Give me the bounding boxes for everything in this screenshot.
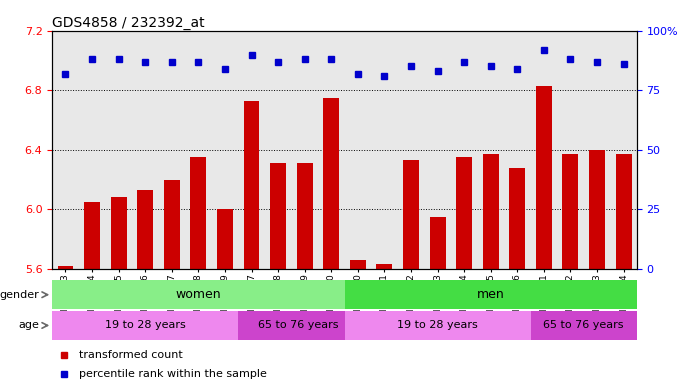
Bar xyxy=(345,280,637,309)
Bar xyxy=(111,197,127,269)
Bar xyxy=(562,154,578,269)
Text: transformed count: transformed count xyxy=(79,350,182,360)
Text: GDS4858 / 232392_at: GDS4858 / 232392_at xyxy=(52,16,205,30)
Bar xyxy=(296,163,313,269)
Bar xyxy=(238,311,358,340)
Text: gender: gender xyxy=(0,290,39,300)
Bar xyxy=(456,157,472,269)
Bar xyxy=(403,160,419,269)
Bar xyxy=(350,260,366,269)
Bar xyxy=(615,154,631,269)
Bar xyxy=(58,266,74,269)
Bar xyxy=(52,311,238,340)
Bar xyxy=(84,202,100,269)
Bar xyxy=(530,311,637,340)
Text: men: men xyxy=(477,288,505,301)
Text: women: women xyxy=(175,288,221,301)
Bar xyxy=(536,86,552,269)
Bar xyxy=(589,150,605,269)
Bar xyxy=(323,98,339,269)
Bar xyxy=(244,101,260,269)
Bar xyxy=(52,280,345,309)
Bar xyxy=(483,154,498,269)
Bar xyxy=(377,264,393,269)
Bar xyxy=(270,163,286,269)
Bar xyxy=(164,180,180,269)
Text: percentile rank within the sample: percentile rank within the sample xyxy=(79,369,267,379)
Bar xyxy=(217,209,233,269)
Text: 19 to 28 years: 19 to 28 years xyxy=(105,320,186,331)
Bar xyxy=(191,157,206,269)
Bar xyxy=(345,311,530,340)
Text: age: age xyxy=(18,320,39,331)
Text: 19 to 28 years: 19 to 28 years xyxy=(397,320,478,331)
Bar xyxy=(429,217,445,269)
Text: 65 to 76 years: 65 to 76 years xyxy=(544,320,624,331)
Bar xyxy=(509,168,525,269)
Bar xyxy=(137,190,153,269)
Text: 65 to 76 years: 65 to 76 years xyxy=(258,320,338,331)
